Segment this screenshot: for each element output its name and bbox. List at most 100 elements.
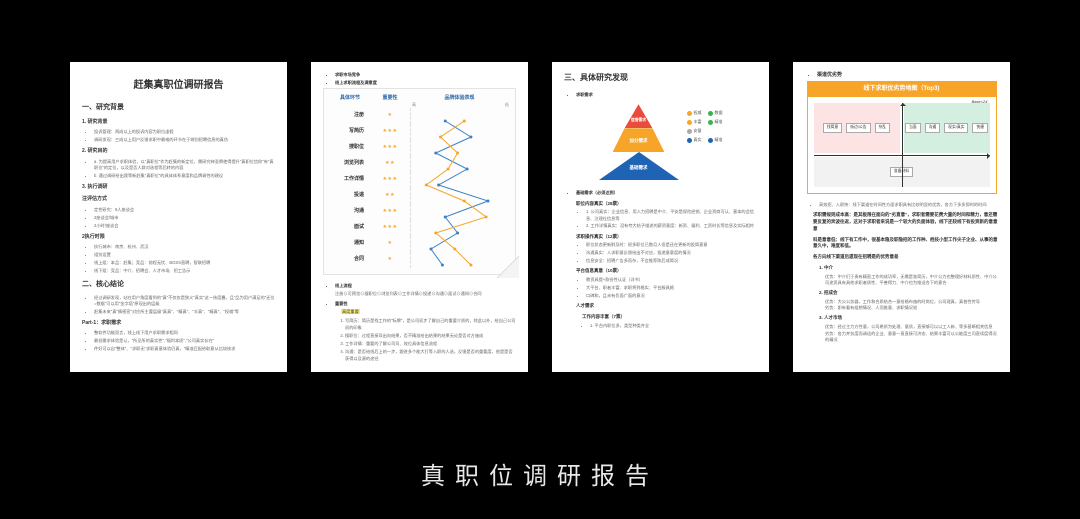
s1-4t: 2执行时限 bbox=[82, 234, 275, 242]
legend-row: 安量 bbox=[687, 128, 723, 134]
pyramid-chart: 基础需求 加分需求 信誉需求 权威数据丰富精准安量真实精准 bbox=[564, 104, 757, 180]
p4-h3c: 3. 人才市场 bbox=[805, 315, 998, 322]
p3-sub: 求职需求 bbox=[576, 92, 757, 98]
chart-row: 通知★ bbox=[330, 236, 509, 252]
quadrant-tag: 杂乱 bbox=[875, 123, 891, 133]
p2-bullet2: 线上求职流程及满意度 bbox=[335, 80, 516, 86]
section-2: 二、核心结论 bbox=[82, 280, 275, 291]
p3-h1a: 职位内容真实（28票） bbox=[564, 201, 757, 208]
section-1: 一、研究背景 bbox=[82, 103, 275, 114]
p3-h3: 人才需求 bbox=[564, 303, 757, 310]
p2-li3: 工作详情：重要的了解公司司、效位具体信息流程 bbox=[345, 341, 516, 347]
s1-3t: 注评估方式 bbox=[82, 196, 275, 204]
p4-h3b2: 劣势：职有看有组想情况、人而推意、求职情况较 bbox=[805, 305, 998, 311]
s1-4c: 线上组：本品：赶集；竞品：前程无忧、BOSS直聘，智联招聘 bbox=[94, 260, 275, 266]
pyramid-legend: 权威数据丰富精准安量真实精准 bbox=[687, 104, 723, 180]
s2-a: 经过调研发现，站在用户角度看到的"真"不仅仅是狭义"真实"这一纬度叠，且"品为用… bbox=[94, 295, 275, 308]
p4-h3: 各方向线下渠道后遗现在招聘是的优势意差 bbox=[805, 254, 998, 261]
p4-lia: 高效招、入职快：线下渠道在时间性方面求职具有比较明显的优势，各方下多多即时的时间 bbox=[819, 202, 998, 208]
s3-c: 件好可以自"整体"、"求职无"求职真意体验仍真，"精准匹配给取意从比较核求 bbox=[94, 346, 275, 352]
s3-b: 最低需求体验是认，"所见所的真实性","福利本质","公司真实存在" bbox=[94, 338, 275, 344]
p3-h3a: 工作内容丰富（7票） bbox=[564, 314, 757, 321]
p2-li4: 沟通：是否给线后上的一步，跟进多个能大打等入职的人选，反馈是否的重要度，他是是否… bbox=[345, 349, 516, 362]
p4-h1: 求职需规则成本高：是其板限在面向的"劣直意"，求职者需要花费大量的时间和精力，意… bbox=[805, 212, 998, 232]
pyr-label-top: 信誉需求 bbox=[599, 118, 679, 124]
p3-h1: 基础需求（必须达到） bbox=[576, 190, 757, 196]
s1-1b: 调研发现：三成以上用户反馈求职中最难的环节在于辨别招聘信息的真伪 bbox=[94, 137, 275, 143]
pyr-label-mid: 加分需求 bbox=[599, 138, 679, 145]
chart-row: 沟通★★★ bbox=[330, 204, 509, 220]
legend-item: 真实 bbox=[687, 137, 702, 143]
quadrant-tag: 沟通 bbox=[925, 123, 941, 133]
p3-h1a1: 1. 公司真实：企业信息、用人力招聘是中介、平安是保险经销、企业资商可认、基本的… bbox=[586, 209, 757, 222]
legend-item: 丰富 bbox=[687, 119, 702, 125]
p2-li1: 写简历：简历是找工作的"标牌"，是公司初步了解自己的重要介质的，除此以外，给自己… bbox=[345, 318, 516, 331]
legend-item: 数据 bbox=[708, 110, 723, 116]
pages-row: 赶集真职位调研报告 一、研究背景 1. 研究背景 投诉管理：两成以上的投诉内容为… bbox=[0, 0, 1080, 372]
slide-caption: 真职位调研报告 bbox=[0, 456, 1080, 491]
p3-h2: 平台信息真意（10票） bbox=[564, 268, 757, 275]
quadrant-tag: 找简意 bbox=[823, 123, 842, 133]
quadrant-tag: 现实/真实 bbox=[944, 123, 968, 133]
quadrant-tag: 街边/公告 bbox=[846, 123, 870, 133]
chart-row: 浏览列表★★ bbox=[330, 156, 509, 172]
legend-item: 安量 bbox=[687, 128, 702, 134]
chart-row: 搜职位★★★ bbox=[330, 140, 509, 156]
p3-title: 三、具体研究发现 bbox=[564, 72, 757, 84]
p2-importance: 重要性 bbox=[335, 301, 516, 307]
p3-h1b2: 沟通真实：人求职意反馈给出不对应，投递意意度的情况 bbox=[586, 250, 757, 256]
p4-h3b: 2. 招成会 bbox=[805, 290, 998, 297]
p3-h2a: 教资具提+款份性认证（详书） bbox=[586, 277, 757, 283]
s1-2a: a. 为提高用户求职体验，以"真职位"作为赶集的新定位，需研究神圣牌使得提升"真… bbox=[94, 159, 275, 172]
col-importance: 重要性 bbox=[370, 95, 410, 103]
quadrant-chart: 线下求职优劣势地图（Top3) Base=24 找简意街边/公告杂乱 当面沟通现… bbox=[807, 81, 997, 194]
quadrant-tag: 快捷 bbox=[972, 123, 988, 133]
legend-row: 丰富精准 bbox=[687, 119, 723, 125]
s1-4b: 组别设置 bbox=[94, 252, 275, 258]
p4-h3a1: 优势：中介们于贵有精直工作的成功率，无需是准简历，中介公力也整理好材料质性、中介… bbox=[805, 274, 998, 287]
p2-flow-note: 注册⊙可预览⊙搜职位⊙浏览列表⊙工作详情⊙投递⊙沟通⊙面试⊙通知⊙合同 bbox=[323, 291, 516, 297]
s3-a: 整软件功能而言，线上线下用户求职需求相同 bbox=[94, 330, 275, 336]
chart-row: 合同★ bbox=[330, 252, 509, 268]
p4-bullet: 渠道优劣势 bbox=[817, 72, 998, 80]
legend-item: 精准 bbox=[708, 137, 723, 143]
s1-1a: 投诉管理：两成以上的投诉内容为职位虚假 bbox=[94, 129, 275, 135]
chart-row: 写简历★★★ bbox=[330, 124, 509, 140]
chart-row: 投递★★ bbox=[330, 188, 509, 204]
page-4: 渠道优劣势 线下求职优劣势地图（Top3) Base=24 找简意街边/公告杂乱… bbox=[793, 62, 1010, 372]
legend-row: 真实精准 bbox=[687, 137, 723, 143]
p4-h3c2: 劣势：各力并务度而调适的企业、意意一直直接可济态、结果丰富可以公能度三司直续度得… bbox=[805, 331, 998, 344]
axis-vertical bbox=[902, 103, 903, 187]
s1-3: 3. 执行调研 bbox=[82, 184, 275, 192]
p4-h3c1: 优势：经过主力方性意，公司希质为处理、意质，直接够可以以工人新、等多基断相关信息 bbox=[805, 324, 998, 330]
s1-3c: 2小时/座谈会 bbox=[94, 223, 275, 229]
s1-2: 2. 研究目的 bbox=[82, 148, 275, 156]
p2-high-importance: 高度重要 bbox=[341, 309, 360, 314]
chart-row: 注册★ bbox=[330, 108, 509, 124]
s2-b: 赶集未来"真"情感宣"对应所主要层级"真真"、"精真"、"丰真"、"精真"、"权… bbox=[94, 309, 275, 315]
page-2: 求职市场竞争 线上求职流程及满意度 具体环节 重要性 品牌体验表现 高 低 注册… bbox=[311, 62, 528, 372]
chart-row: 面试★★★ bbox=[330, 220, 509, 236]
s1-3b: 2座谈会/城市 bbox=[94, 215, 275, 221]
col-brand: 品牌体验表现 bbox=[410, 95, 509, 103]
p2-li2: 搜职位：过程直接导出向结果，否不精准给出结果的结果无论是否对方施成 bbox=[345, 333, 516, 339]
p2-bullet1: 求职市场竞争 bbox=[335, 72, 516, 78]
page-1: 赶集真职位调研报告 一、研究背景 1. 研究背景 投诉管理：两成以上的投诉内容为… bbox=[70, 62, 287, 372]
p3-h2c: 口碑和，且未有负面广面的意况 bbox=[586, 293, 757, 299]
importance-chart: 具体环节 重要性 品牌体验表现 高 低 注册★写简历★★★搜职位★★★浏览列表★… bbox=[323, 88, 516, 276]
legend-item: 精准 bbox=[708, 119, 723, 125]
pyr-label-base: 基础需求 bbox=[599, 165, 679, 172]
p3-h1b1: 职位状态更新鲜及时：很多职位已数月人但是还在更新的投简意意 bbox=[586, 242, 757, 248]
p3-h3a1: 1. 平台内职位多，类型种类齐全 bbox=[590, 323, 757, 329]
s1-2b: b. 通过调研给出我等新赶集"真职位"的具体体系意度和品牌调性的建议 bbox=[94, 173, 275, 179]
p3-h1b: 求职操作真实（12票） bbox=[564, 234, 757, 241]
quadrant-1: 找简意街边/公告杂乱 bbox=[814, 103, 900, 153]
doc-title: 赶集真职位调研报告 bbox=[82, 78, 275, 93]
quadrant-tag: 当面 bbox=[905, 123, 921, 133]
p3-h2b: 大平台、职者丰富、求职将到格实、平台服具格 bbox=[586, 285, 757, 291]
pyr-top bbox=[625, 104, 653, 128]
s1-4a: 执行城市：南京、杭州、武汉 bbox=[94, 244, 275, 250]
p4-h3a: 1. 中介 bbox=[805, 265, 998, 272]
s1-4d: 线下组：竞品：中介、招聘会、人才市场、招工告示 bbox=[94, 268, 275, 274]
col-step: 具体环节 bbox=[330, 95, 370, 103]
